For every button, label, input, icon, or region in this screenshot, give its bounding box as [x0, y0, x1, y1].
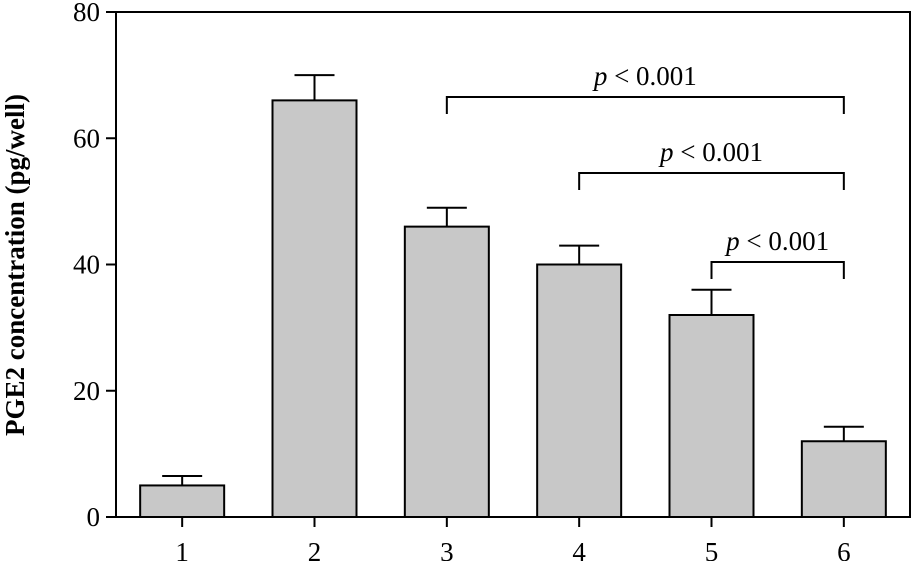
y-tick-label: 80	[73, 0, 100, 27]
y-tick-label: 0	[87, 502, 101, 532]
plot-frame	[115, 11, 911, 518]
significance-bracket	[445, 96, 845, 114]
bar-2	[271, 99, 358, 518]
y-tick-label: 60	[73, 123, 100, 153]
bar-1	[139, 484, 226, 518]
bar-5	[668, 314, 755, 518]
significance-label: p < 0.001	[724, 226, 829, 256]
x-tick-label-5: 5	[705, 537, 719, 561]
y-tick-label: 20	[73, 376, 100, 406]
significance-label: p < 0.001	[592, 61, 697, 91]
plot-area: 0 20 40 60 80 1 2 3 4 5 6 p < 0.001 p < 0.001 p < 0.0…	[73, 0, 911, 561]
bar-6	[800, 440, 887, 518]
significance-bracket	[710, 261, 845, 279]
x-tick-label-6: 6	[837, 537, 851, 561]
x-tick-label-1: 1	[175, 537, 189, 561]
significance-label: p < 0.001	[658, 137, 763, 167]
bar-3	[403, 225, 490, 518]
y-axis-label: PGE2 concentration (pg/well)	[0, 94, 30, 436]
x-tick-label-4: 4	[572, 537, 586, 561]
y-tick-label: 40	[73, 250, 100, 280]
x-tick-label-2: 2	[308, 537, 322, 561]
significance-bracket	[578, 172, 845, 190]
x-tick-label-3: 3	[440, 537, 454, 561]
bar-4	[536, 263, 623, 518]
